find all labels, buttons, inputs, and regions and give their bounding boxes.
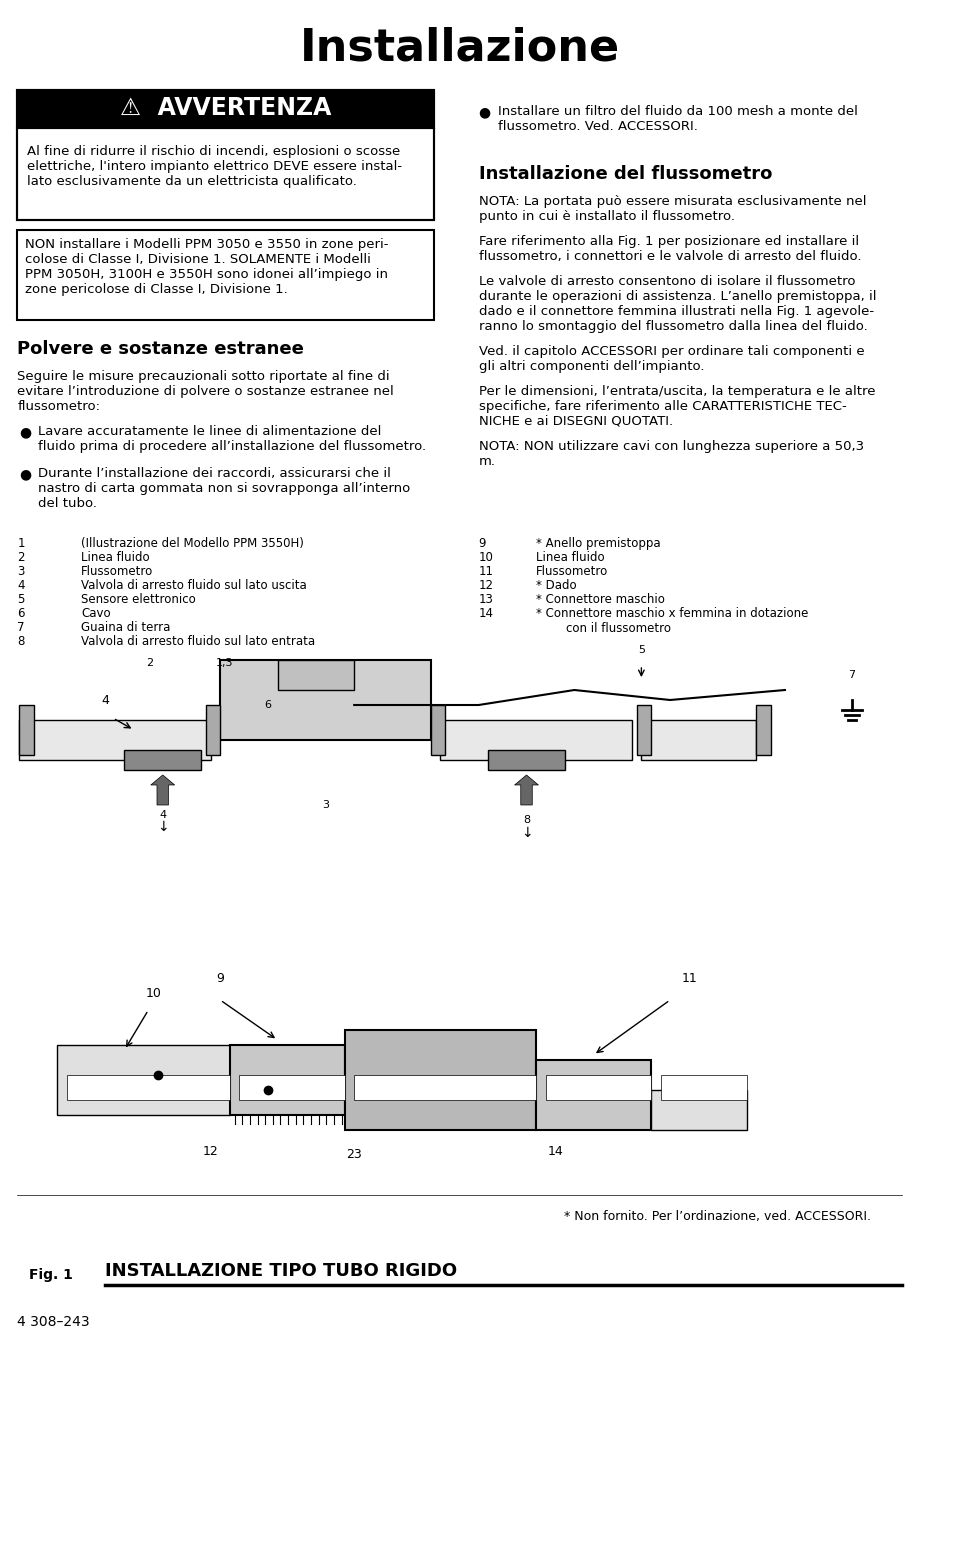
Bar [205,705,220,754]
Text: 6: 6 [17,607,25,619]
Text: 7: 7 [849,670,855,680]
Text: 13: 13 [479,593,493,605]
Bar [19,705,34,754]
Bar [277,660,354,691]
Bar [19,720,210,760]
Text: NOTA: La portata può essere misurata esclusivamente nel
punto in cui è installat: NOTA: La portata può essere misurata esc… [479,196,866,223]
Text: * Dado: * Dado [536,579,577,591]
Text: Per le dimensioni, l’entrata/uscita, la temperatura e le altre
specifiche, fare : Per le dimensioni, l’entrata/uscita, la … [479,385,876,428]
Text: 2: 2 [17,551,25,563]
Text: 3: 3 [17,565,25,577]
Text: 4: 4 [17,579,25,591]
Text: 1,3: 1,3 [215,658,233,667]
Text: 9: 9 [216,972,224,986]
Text: Valvola di arresto fluido sul lato entrata: Valvola di arresto fluido sul lato entra… [82,635,316,649]
Bar [641,720,756,760]
Text: 12: 12 [479,579,493,591]
Text: Lavare accuratamente le linee di alimentazione del
fluido prima di procedere all: Lavare accuratamente le linee di aliment… [38,425,426,453]
Text: 6: 6 [265,700,272,709]
Text: Durante l’installazione dei raccordi, assicurarsi che il
nastro di carta gommata: Durante l’installazione dei raccordi, as… [38,467,411,511]
FancyBboxPatch shape [17,90,434,127]
Text: Linea fluido: Linea fluido [536,551,605,563]
Bar [489,750,564,770]
FancyBboxPatch shape [229,1044,345,1114]
Text: 3: 3 [322,799,329,810]
Bar [660,1076,747,1100]
Text: NOTA: NON utilizzare cavi con lunghezza superiore a 50,3
m.: NOTA: NON utilizzare cavi con lunghezza … [479,441,864,469]
Text: Installazione: Installazione [300,26,619,70]
Bar [239,1076,345,1100]
Text: 12: 12 [203,1145,219,1158]
Text: 4: 4 [102,694,109,706]
Bar [545,1076,651,1100]
Text: 10: 10 [479,551,493,563]
Text: Cavo: Cavo [82,607,111,619]
Text: Installare un filtro del fluido da 100 mesh a monte del
flussometro. Ved. ACCESS: Installare un filtro del fluido da 100 m… [498,106,857,133]
Text: Al fine di ridurre il rischio di incendi, esplosioni o scosse
elettriche, l'inte: Al fine di ridurre il rischio di incendi… [27,144,402,188]
Text: Guaina di terra: Guaina di terra [82,621,171,635]
Text: Linea fluido: Linea fluido [82,551,150,563]
Text: 5: 5 [637,646,645,655]
FancyBboxPatch shape [536,1060,651,1130]
Bar [651,1090,747,1130]
Text: (Illustrazione del Modello PPM 3550H): (Illustrazione del Modello PPM 3550H) [82,537,304,549]
Text: ●: ● [479,106,491,120]
Text: Flussometro: Flussometro [536,565,609,577]
Text: 23: 23 [347,1148,362,1161]
Bar [58,1044,229,1114]
Bar [354,1076,536,1100]
Text: * Connettore maschio: * Connettore maschio [536,593,665,605]
FancyBboxPatch shape [17,230,434,320]
Bar [67,1076,229,1100]
Text: 11: 11 [479,565,493,577]
Text: Flussometro: Flussometro [82,565,154,577]
Bar [345,1031,536,1130]
Text: Polvere e sostanze estranee: Polvere e sostanze estranee [17,340,304,359]
Text: 10: 10 [145,987,161,999]
Text: 4 308–243: 4 308–243 [17,1315,90,1329]
Text: 2: 2 [146,658,154,667]
Text: 9: 9 [479,537,486,549]
Text: 14: 14 [547,1145,564,1158]
Bar [220,660,431,740]
Text: * Connettore maschio x femmina in dotazione
        con il flussometro: * Connettore maschio x femmina in dotazi… [536,607,808,635]
Text: Sensore elettronico: Sensore elettronico [82,593,196,605]
Text: 4: 4 [159,810,166,819]
FancyArrow shape [515,774,539,805]
Text: 7: 7 [17,621,25,635]
Text: Fare riferimento alla Fig. 1 per posizionare ed installare il
flussometro, i con: Fare riferimento alla Fig. 1 per posizio… [479,234,861,262]
FancyBboxPatch shape [17,127,434,220]
Text: NON installare i Modelli PPM 3050 e 3550 in zone peri-
colose di Classe I, Divis: NON installare i Modelli PPM 3050 e 3550… [25,237,389,296]
Text: 5: 5 [17,593,25,605]
Text: * Anello premistoppa: * Anello premistoppa [536,537,660,549]
Text: Le valvole di arresto consentono di isolare il flussometro
durante le operazioni: Le valvole di arresto consentono di isol… [479,275,876,334]
Bar [125,750,201,770]
Text: 8: 8 [523,815,530,826]
Text: ●: ● [19,425,32,439]
FancyArrow shape [151,774,175,805]
Bar [431,705,445,754]
Text: Seguire le misure precauzionali sotto riportate al fine di
evitare l’introduzion: Seguire le misure precauzionali sotto ri… [17,369,394,413]
Text: ↓: ↓ [156,819,169,833]
Text: Ved. il capitolo ACCESSORI per ordinare tali componenti e
gli altri componenti d: Ved. il capitolo ACCESSORI per ordinare … [479,345,864,372]
Bar [756,705,771,754]
Text: 1: 1 [17,537,25,549]
Text: 14: 14 [479,607,493,619]
Text: ⚠  AVVERTENZA: ⚠ AVVERTENZA [120,96,331,120]
Bar [636,705,651,754]
Text: Valvola di arresto fluido sul lato uscita: Valvola di arresto fluido sul lato uscit… [82,579,307,591]
Text: ↓: ↓ [520,826,533,840]
Text: Fig. 1: Fig. 1 [29,1268,73,1282]
Bar [441,720,632,760]
Text: * Non fornito. Per l’ordinazione, ved. ACCESSORI.: * Non fornito. Per l’ordinazione, ved. A… [564,1211,872,1223]
Text: 11: 11 [682,972,697,986]
Text: INSTALLAZIONE TIPO TUBO RIGIDO: INSTALLAZIONE TIPO TUBO RIGIDO [106,1262,457,1280]
Text: 8: 8 [17,635,25,649]
Text: ●: ● [19,467,32,481]
Text: Installazione del flussometro: Installazione del flussometro [479,165,772,183]
